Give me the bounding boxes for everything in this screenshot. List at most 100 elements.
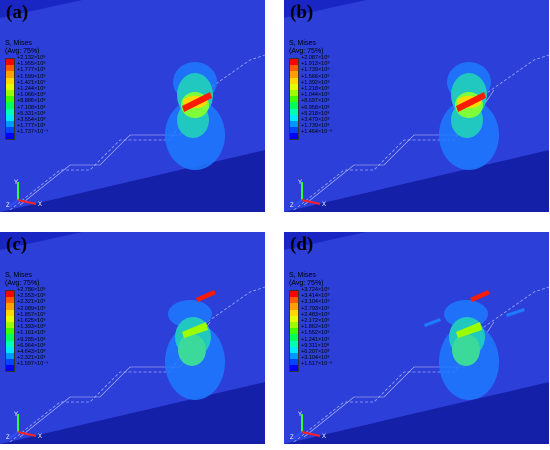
color-scale-swatch bbox=[290, 65, 298, 72]
stress-contour-plot bbox=[0, 0, 265, 212]
legend-subtitle: (Avg: 75%) bbox=[5, 48, 40, 55]
legend-value: +3.414×10⁹ bbox=[301, 293, 330, 300]
legend-value: +1.597×10⁻⁵ bbox=[17, 361, 49, 368]
color-scale-swatch bbox=[290, 59, 298, 66]
legend-value: +2.132×10⁹ bbox=[17, 55, 46, 61]
color-scale-swatch bbox=[6, 59, 14, 66]
axis-label-y: Y bbox=[14, 180, 18, 186]
legend-value: +1.777×10⁸ bbox=[17, 123, 46, 130]
color-scale-swatch bbox=[6, 291, 14, 298]
color-scale-swatch bbox=[290, 114, 298, 121]
legend-title: S, Mises bbox=[289, 272, 316, 279]
legend-value: +6.958×10⁸ bbox=[301, 104, 330, 111]
legend-values: +2.132×10⁹ +1.955×10⁹ +1.777×10⁹ +1.599×… bbox=[17, 55, 49, 140]
legend-value: +7.108×10⁸ bbox=[17, 104, 46, 111]
legend-title: S, Mises bbox=[289, 40, 316, 47]
stress-legend: S, Mises (Avg: 75%) +2.786×10⁹ +2.553×10… bbox=[5, 272, 49, 373]
color-scale-swatch bbox=[290, 96, 298, 103]
color-scale-swatch bbox=[6, 365, 14, 372]
legend-value: +9.311×10⁸ bbox=[301, 342, 330, 349]
legend-title: S, Mises bbox=[5, 40, 32, 47]
color-scale-swatch bbox=[290, 340, 298, 347]
color-scale-swatch bbox=[6, 352, 14, 360]
stress-contour-plot bbox=[284, 0, 549, 212]
legend-value: +1.393×10⁹ bbox=[17, 324, 46, 331]
axis-label-z: Z bbox=[6, 203, 10, 208]
color-scale-swatch bbox=[290, 297, 298, 304]
legend-value: +2.172×10⁹ bbox=[301, 317, 330, 324]
color-scale-swatch bbox=[6, 309, 14, 316]
color-scale-swatch bbox=[6, 133, 14, 140]
color-scale-bar bbox=[5, 58, 15, 141]
stress-contour-plot bbox=[0, 232, 265, 444]
stress-legend: S, Mises (Avg: 75%) +3.724×10⁹ +3.414×10… bbox=[289, 272, 333, 373]
panel-label: (a) bbox=[6, 2, 29, 23]
color-scale-swatch bbox=[290, 77, 298, 84]
color-scale-swatch bbox=[290, 102, 298, 109]
color-scale-swatch bbox=[6, 108, 14, 115]
color-scale-swatch bbox=[6, 71, 14, 78]
legend-value: +3.724×10⁹ bbox=[301, 287, 330, 293]
legend-value: +1.739×10⁸ bbox=[301, 123, 330, 130]
color-scale-swatch bbox=[290, 352, 298, 360]
color-scale-swatch bbox=[6, 340, 14, 347]
color-scale-swatch bbox=[6, 77, 14, 84]
legend-value: +9.285×10⁸ bbox=[17, 336, 46, 343]
color-scale-swatch bbox=[290, 346, 298, 353]
color-scale-swatch bbox=[6, 303, 14, 310]
legend-title: S, Mises bbox=[5, 272, 32, 279]
color-scale-swatch bbox=[6, 96, 14, 103]
color-scale-swatch bbox=[290, 309, 298, 316]
color-scale-swatch bbox=[290, 334, 298, 341]
panel-b: (b) S, Mises (Avg: 75%) +2.087×10⁹ +1.91… bbox=[284, 0, 549, 212]
legend-value: +3.104×10⁹ bbox=[301, 299, 330, 306]
panel-c: (c) S, Mises (Avg: 75%) +2.786×10⁹ +2.55… bbox=[0, 232, 265, 444]
legend-values: +2.786×10⁹ +2.553×10⁹ +2.321×10⁹ +2.089×… bbox=[17, 287, 49, 372]
legend-value: +6.207×10⁸ bbox=[301, 348, 330, 355]
axis-label-y: Y bbox=[298, 180, 302, 186]
legend-subtitle: (Avg: 75%) bbox=[289, 48, 324, 55]
legend-subtitle: (Avg: 75%) bbox=[289, 280, 324, 287]
color-scale-swatch bbox=[6, 359, 14, 366]
axis-triad-icon: Y X Z bbox=[6, 412, 42, 440]
color-scale-swatch bbox=[6, 65, 14, 72]
legend-subtitle: (Avg: 75%) bbox=[5, 280, 40, 287]
legend-value: +5.331×10⁸ bbox=[17, 110, 46, 117]
axis-label-z: Z bbox=[290, 203, 294, 208]
color-scale-swatch bbox=[6, 83, 14, 90]
legend-value: +1.737×10⁻⁵ bbox=[17, 129, 49, 136]
legend-value: +1.566×10⁹ bbox=[301, 73, 330, 80]
legend-value: +1.464×10⁻⁵ bbox=[301, 129, 333, 136]
legend-value: +1.625×10⁹ bbox=[17, 317, 46, 324]
legend-value: +1.044×10⁹ bbox=[301, 92, 330, 99]
axis-label-z: Z bbox=[6, 435, 10, 440]
legend-value: +5.218×10⁸ bbox=[301, 110, 330, 117]
legend-value: +1.857×10⁹ bbox=[17, 311, 46, 318]
color-scale-swatch bbox=[6, 120, 14, 128]
color-scale-swatch bbox=[6, 315, 14, 322]
axis-label-y: Y bbox=[298, 412, 302, 418]
legend-value: +3.479×10⁸ bbox=[301, 116, 330, 123]
axis-triad-icon: Y X Z bbox=[6, 180, 42, 208]
legend-value: +2.087×10⁹ bbox=[301, 55, 330, 61]
legend-value: +2.786×10⁹ bbox=[17, 287, 46, 293]
color-scale-swatch bbox=[290, 365, 298, 372]
color-scale-swatch bbox=[6, 114, 14, 121]
stress-contour-plot bbox=[284, 232, 549, 444]
legend-value: +1.161×10⁹ bbox=[17, 330, 46, 337]
legend-value: +1.241×10⁹ bbox=[301, 336, 330, 343]
color-scale-swatch bbox=[290, 315, 298, 322]
legend-value: +1.392×10⁹ bbox=[301, 79, 330, 86]
color-scale-swatch bbox=[290, 328, 298, 335]
axis-triad-icon: Y X Z bbox=[290, 412, 326, 440]
axis-label-x: X bbox=[38, 434, 42, 440]
color-scale-swatch bbox=[290, 291, 298, 298]
panel-label: (d) bbox=[290, 234, 314, 255]
legend-value: +2.089×10⁹ bbox=[17, 305, 46, 312]
legend-value: +3.554×10⁸ bbox=[17, 116, 46, 123]
legend-value: +8.697×10⁸ bbox=[301, 98, 330, 105]
panel-label: (c) bbox=[6, 234, 28, 255]
color-scale-swatch bbox=[290, 71, 298, 78]
legend-value: +1.862×10⁹ bbox=[301, 324, 330, 331]
color-scale-swatch bbox=[290, 359, 298, 366]
